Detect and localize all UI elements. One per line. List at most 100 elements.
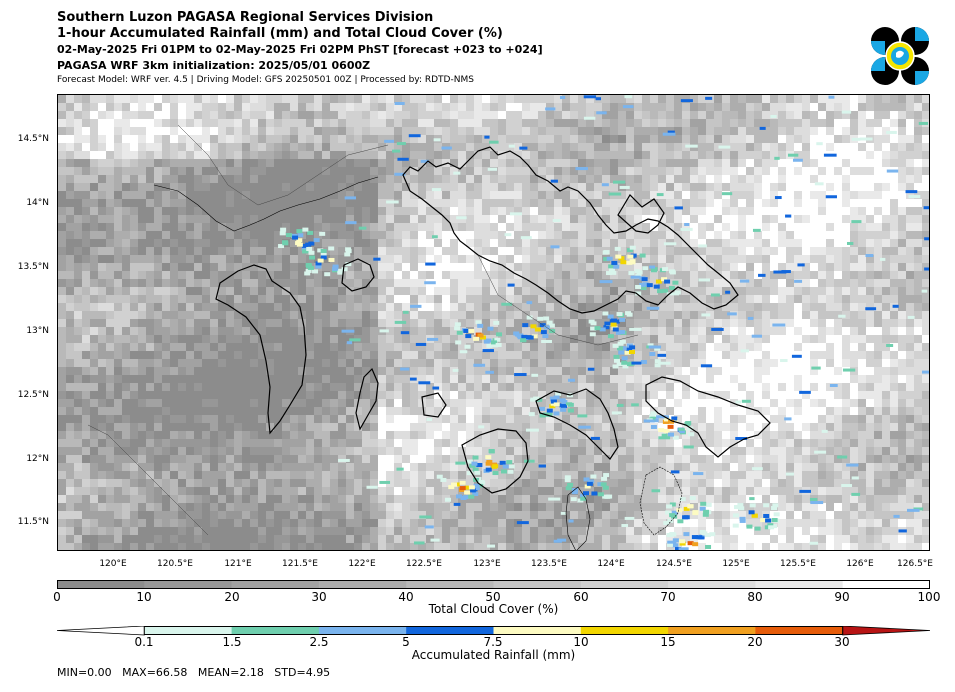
light-rain-patch (525, 428, 539, 432)
light-rain-patch (649, 265, 656, 269)
light-rain-patch (751, 467, 763, 471)
province-boundary-2 (477, 254, 639, 346)
cloud-colorbar-segment (668, 580, 756, 589)
light-rain-patch (814, 450, 827, 454)
light-rain-patch (400, 367, 410, 371)
cloud-colorbar-segment (231, 580, 320, 589)
light-rain-patch (739, 279, 750, 283)
light-rain-patch (459, 350, 468, 354)
light-rain-patch (408, 134, 421, 138)
cebu-coastline (565, 486, 591, 550)
cloud-colorbar-segment (580, 580, 669, 589)
light-rain-patch (656, 415, 669, 419)
light-rain-patch (886, 169, 899, 173)
lat-label: 12.5°N (17, 390, 49, 400)
light-rain-patch (538, 464, 546, 468)
cloud-tick: 100 (917, 590, 941, 604)
lat-label: 13.5°N (17, 262, 49, 272)
cloud-colorbar-segment (406, 580, 494, 589)
lon-label: 123.5°E (531, 559, 567, 569)
light-rain-patch (553, 539, 562, 543)
light-rain-patch (430, 538, 440, 542)
light-rain-patch (678, 547, 689, 550)
light-rain-patch (621, 524, 629, 528)
light-rain-patch (811, 366, 821, 370)
mindoro-coastline (215, 264, 307, 435)
rain-cell (588, 311, 633, 339)
rain-cell (466, 448, 515, 476)
cloud-tick: 10 (136, 590, 152, 604)
light-rain-patch (433, 138, 441, 142)
light-rain-patch (501, 302, 513, 306)
lat-label: 14°N (26, 198, 49, 208)
light-rain-patch (924, 267, 929, 271)
light-rain-patch (924, 237, 929, 241)
light-rain-patch (841, 484, 853, 488)
cloud-colorbar-segment (493, 580, 582, 589)
light-rain-patch (814, 182, 824, 186)
rain-colorbar-segment (144, 626, 233, 635)
light-rain-patch (791, 354, 802, 358)
light-rain-patch (670, 470, 680, 474)
light-rain-patch (545, 107, 556, 111)
samar-coastline (645, 376, 771, 458)
light-rain-patch (611, 411, 622, 415)
light-rain-patch (400, 331, 410, 335)
light-rain-patch (484, 135, 490, 139)
rain-colorbar-segment (493, 626, 582, 635)
rain-cell (602, 245, 646, 276)
leyte-coastline (639, 466, 683, 536)
light-rain-patch (735, 437, 748, 441)
light-rain-patch (683, 445, 694, 449)
light-rain-patch (838, 314, 846, 318)
light-rain-patch (693, 472, 704, 476)
light-rain-patch (514, 333, 521, 337)
light-rain-patch (629, 327, 642, 331)
light-rain-patch (601, 183, 609, 187)
light-rain-patch (565, 402, 573, 406)
light-rain-patch (397, 157, 409, 161)
cloud-tick: 60 (573, 590, 589, 604)
light-rain-patch (851, 220, 862, 224)
rain-colorbar-extend-low (57, 626, 145, 636)
light-rain-patch (424, 281, 436, 285)
lon-label: 125.5°E (780, 559, 816, 569)
light-rain-patch (646, 306, 660, 310)
light-rain-patch (792, 158, 803, 162)
light-rain-patch (514, 373, 527, 377)
tablas-romblon (355, 367, 379, 431)
rain-cell (564, 473, 613, 503)
light-rain-patch (893, 514, 900, 518)
rain-tick: 7.5 (483, 635, 503, 649)
light-rain-patch (774, 196, 782, 200)
light-rain-patch (799, 489, 811, 493)
cloud-cover-colorbar (57, 580, 930, 589)
light-rain-patch (684, 223, 690, 227)
light-rain-patch (794, 279, 803, 283)
light-rain-patch (630, 275, 641, 279)
light-rain-patch (392, 149, 401, 153)
marinduque-coastline (341, 258, 375, 292)
light-rain-patch (923, 206, 929, 210)
light-rain-patch (821, 429, 828, 433)
lat-label: 14.5°N (17, 134, 49, 144)
light-rain-patch (346, 341, 353, 345)
rain-colorbar-segment (231, 626, 320, 635)
rainfall-layer (278, 95, 929, 550)
light-rain-patch (526, 301, 533, 305)
rain-tick: 0.1 (134, 635, 154, 649)
light-rain-patch (478, 425, 485, 429)
light-rain-patch (698, 536, 705, 540)
title-initialization: PAGASA WRF 3km initialization: 2025/05/0… (57, 59, 371, 72)
light-rain-patch (455, 461, 466, 465)
light-rain-patch (379, 329, 389, 333)
lon-label: 120°E (99, 559, 127, 569)
light-rain-patch (886, 343, 894, 347)
light-rain-patch (643, 419, 655, 423)
light-rain-patch (608, 192, 622, 196)
light-rain-patch (612, 180, 626, 184)
light-rain-patch (516, 521, 529, 525)
rain-colorbar-extend-high (842, 626, 930, 636)
light-rain-patch (741, 399, 751, 403)
rain-cell (278, 227, 327, 257)
